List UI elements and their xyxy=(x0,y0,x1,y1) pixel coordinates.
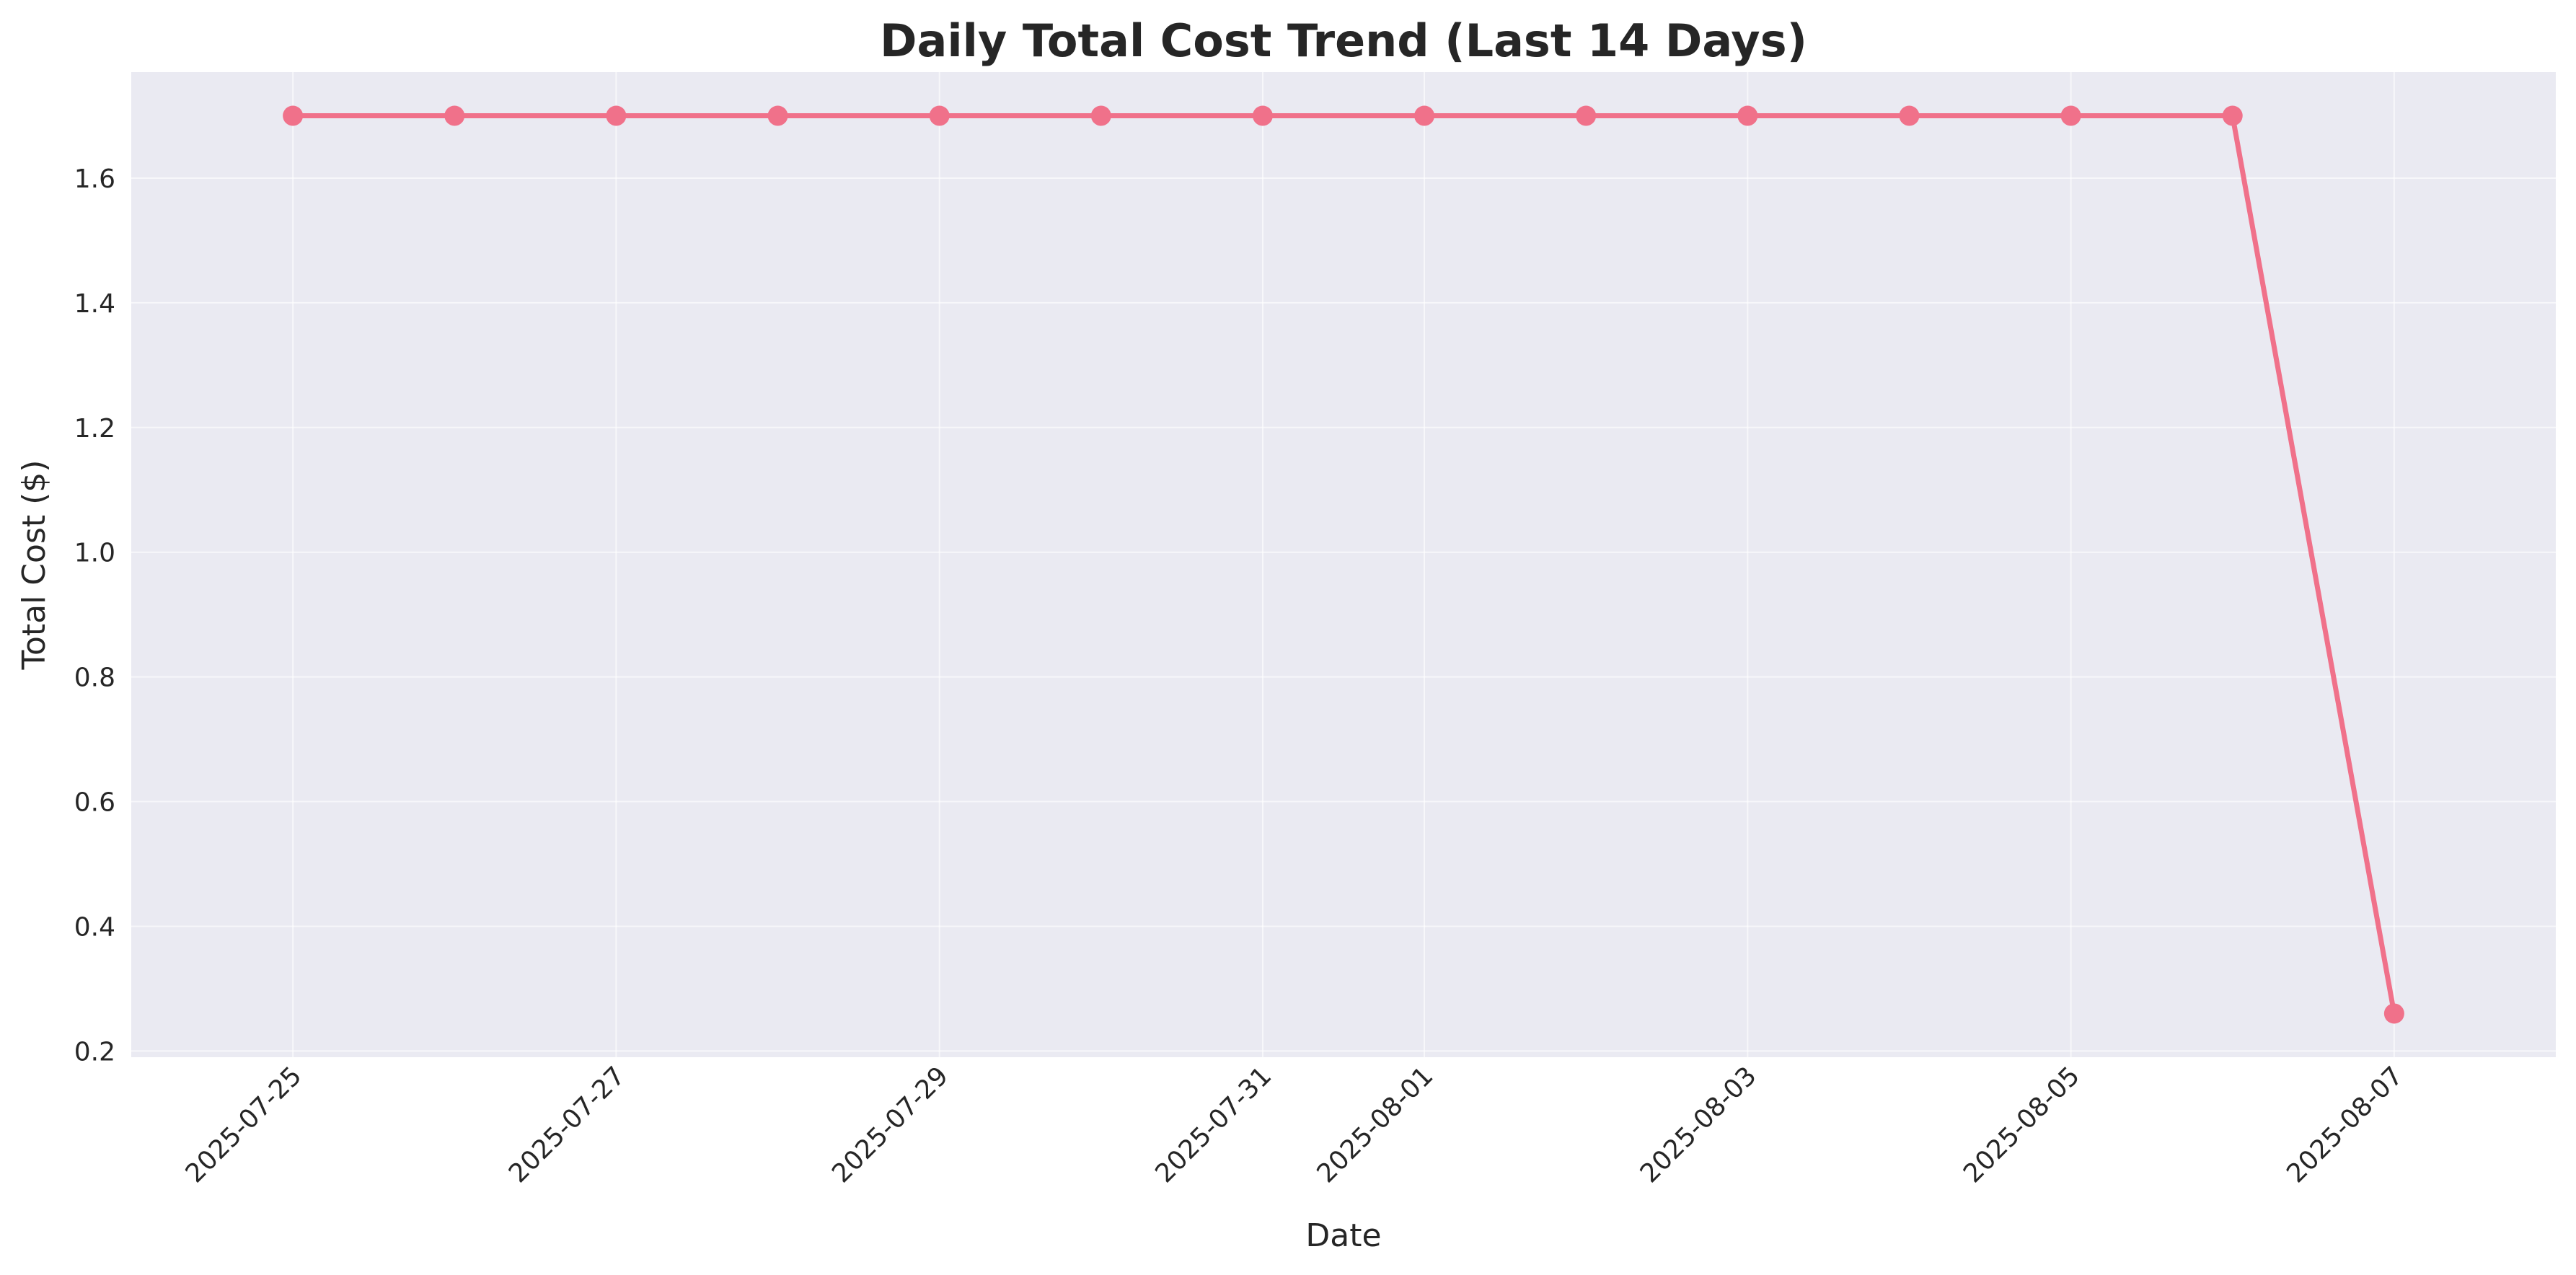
data-point xyxy=(1414,105,1435,126)
y-tick-label: 0.6 xyxy=(74,788,115,818)
data-point xyxy=(929,105,950,126)
data-point xyxy=(1090,105,1111,126)
chart-title: Daily Total Cost Trend (Last 14 Days) xyxy=(880,14,1807,67)
plot-area xyxy=(131,72,2556,1057)
y-axis-label: Total Cost ($) xyxy=(16,460,53,671)
y-tick-label: 0.4 xyxy=(74,912,115,942)
grid-lines xyxy=(131,72,2556,1057)
data-point xyxy=(1576,105,1597,126)
y-tick-label: 1.6 xyxy=(74,164,115,194)
data-point xyxy=(2222,105,2243,126)
y-tick-label: 1.0 xyxy=(74,539,115,568)
x-axis-label: Date xyxy=(1305,1217,1381,1254)
data-point xyxy=(283,105,304,126)
series-cost xyxy=(283,105,2404,1024)
data-point xyxy=(444,105,465,126)
y-tick-label: 0.2 xyxy=(74,1037,115,1067)
y-tick-label: 1.2 xyxy=(74,414,115,444)
data-point xyxy=(1252,105,1273,126)
data-point xyxy=(606,105,627,126)
data-point xyxy=(1899,105,1920,126)
data-point xyxy=(767,105,788,126)
data-point xyxy=(2383,1003,2404,1024)
series-line xyxy=(290,113,2397,1016)
data-point xyxy=(1737,105,1758,126)
y-tick-label: 1.4 xyxy=(74,289,115,319)
y-tick-label: 0.8 xyxy=(74,663,115,693)
data-point xyxy=(2060,105,2081,126)
